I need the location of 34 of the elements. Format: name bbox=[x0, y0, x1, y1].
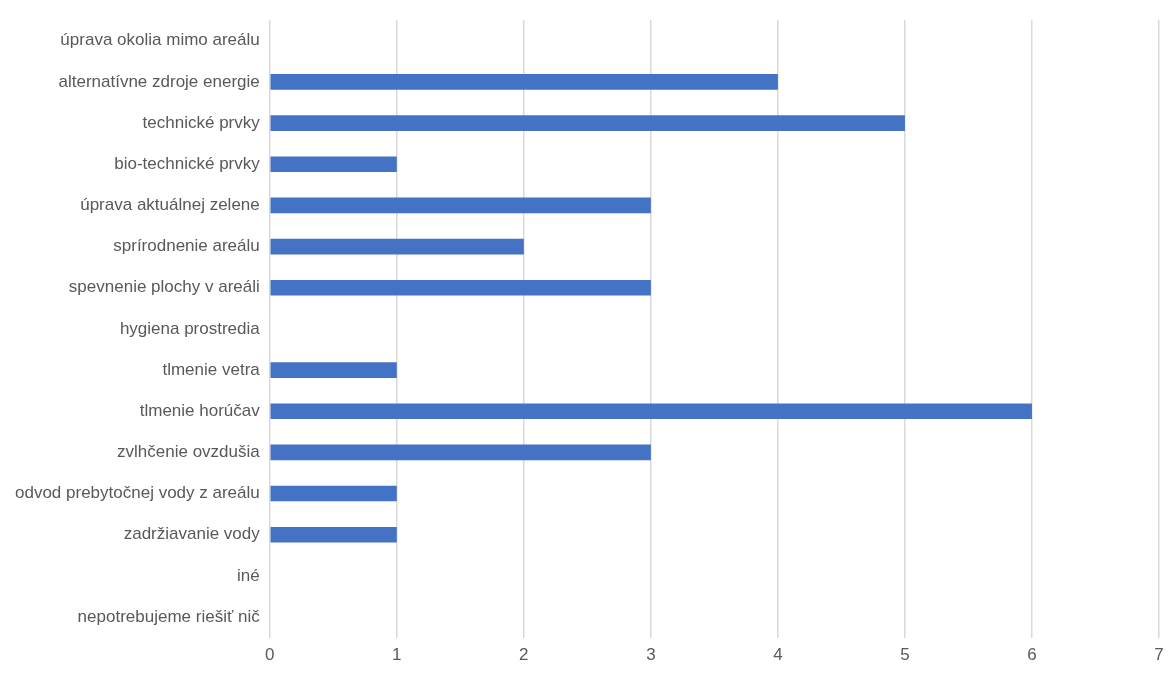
x-tick-label: 4 bbox=[773, 645, 783, 665]
y-tick-label: sprírodnenie areálu bbox=[113, 236, 260, 256]
y-tick-label: nepotrebujeme riešiť nič bbox=[77, 606, 261, 626]
x-tick-label: 6 bbox=[1027, 645, 1037, 665]
bar bbox=[270, 526, 397, 543]
bar bbox=[270, 74, 778, 90]
x-tick-label: 3 bbox=[646, 645, 656, 665]
y-tick-label: spevnenie plochy v areáli bbox=[68, 277, 260, 297]
bar bbox=[270, 362, 397, 378]
bar bbox=[270, 444, 651, 461]
x-tick-label: 5 bbox=[900, 645, 910, 665]
y-tick-label: zadržiavanie vody bbox=[123, 524, 261, 544]
y-tick-label: úprava aktuálnej zelene bbox=[80, 195, 260, 215]
bar bbox=[270, 238, 524, 255]
bar bbox=[270, 403, 1032, 420]
y-tick-label: bio-technické prvky bbox=[114, 153, 261, 173]
x-tick-label: 0 bbox=[265, 645, 275, 665]
y-tick-label: úprava okolia mimo areálu bbox=[60, 30, 260, 50]
bar bbox=[270, 279, 651, 296]
bar bbox=[270, 197, 651, 214]
y-tick-label: zvlhčenie ovzdušia bbox=[117, 442, 261, 462]
x-tick-label: 2 bbox=[519, 645, 529, 665]
y-tick-label: hygiena prostredia bbox=[119, 318, 261, 338]
x-tick-label: 1 bbox=[392, 645, 402, 665]
bar bbox=[270, 485, 397, 502]
y-tick-label: alternatívne zdroje energie bbox=[58, 71, 260, 91]
y-tick-label: odvod prebytočnej vody z areálu bbox=[15, 483, 260, 503]
bar bbox=[270, 156, 397, 173]
y-tick-label: technické prvky bbox=[142, 112, 261, 132]
y-tick-label: tlmenie horúčav bbox=[139, 400, 261, 420]
bar bbox=[270, 115, 905, 131]
x-tick-label: 7 bbox=[1154, 645, 1164, 665]
y-tick-label: iné bbox=[237, 565, 260, 585]
y-tick-label: tlmenie vetra bbox=[162, 359, 261, 379]
